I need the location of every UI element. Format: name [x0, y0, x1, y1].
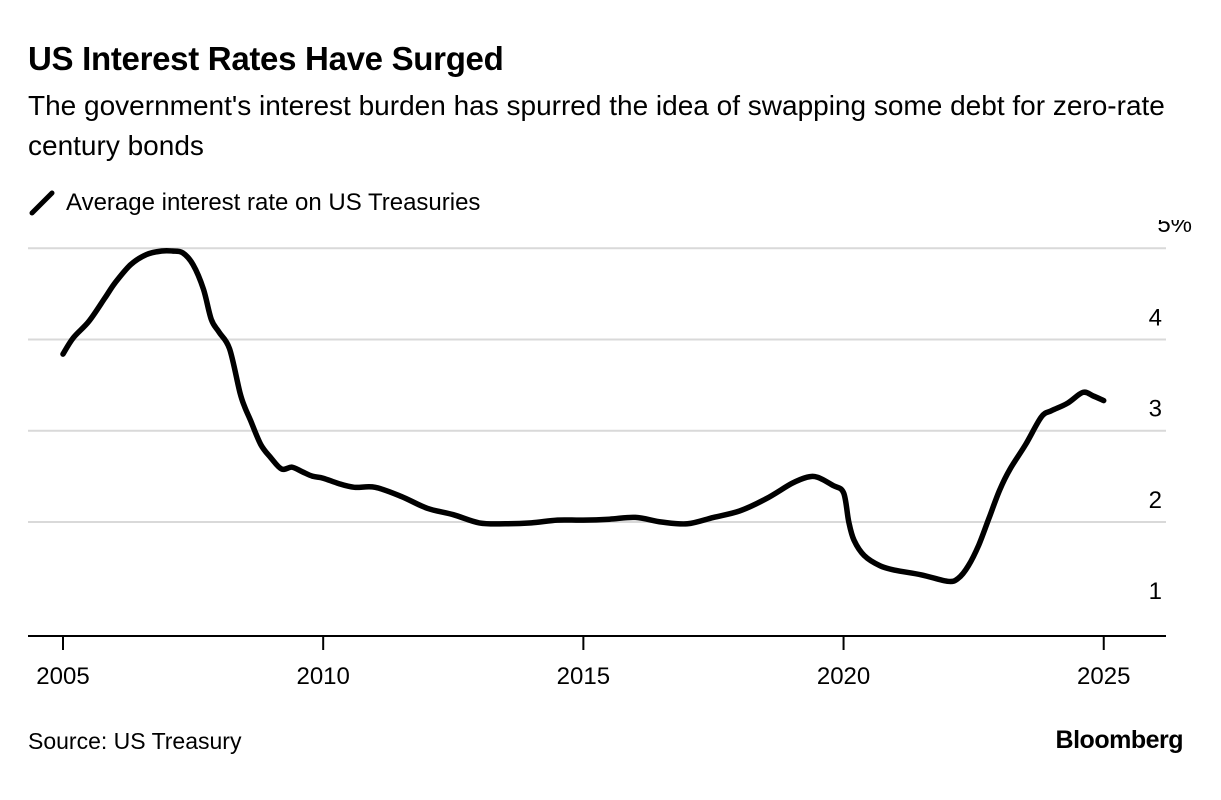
- legend-label: Average interest rate on US Treasuries: [66, 189, 481, 216]
- x-tick-label: 2010: [296, 663, 349, 690]
- source-note: Source: US Treasury: [28, 728, 242, 754]
- bloomberg-logo: Bloomberg: [1055, 726, 1184, 754]
- line-chart: 1 2 3 4 5% 2005 2010 2015 2020 2025: [28, 220, 1192, 690]
- legend: Average interest rate on US Treasuries: [28, 186, 480, 220]
- series-line-avg-interest-rate: [60, 247, 1107, 585]
- y-tick-label: 2: [1149, 487, 1162, 514]
- x-tick-label: 2020: [817, 663, 870, 690]
- y-tick-label: 4: [1149, 304, 1162, 331]
- chart-title: US Interest Rates Have Surged: [28, 40, 504, 77]
- legend-line-icon: [29, 190, 55, 216]
- x-tick-label: 2005: [36, 663, 89, 690]
- x-tick-label: 2025: [1077, 663, 1130, 690]
- x-tick-label: 2015: [557, 663, 610, 690]
- y-tick-label: 5%: [1157, 220, 1192, 238]
- y-tick-label: 1: [1149, 578, 1162, 605]
- y-tick-label: 3: [1149, 396, 1162, 423]
- chart-subtitle: The government's interest burden has spu…: [28, 90, 1165, 161]
